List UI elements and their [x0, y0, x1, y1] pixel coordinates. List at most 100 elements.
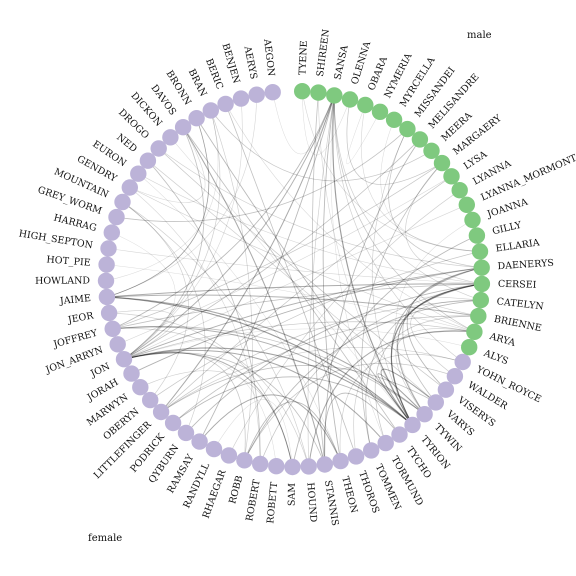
edge-stannis-melisandre — [324, 139, 421, 465]
edge-tyrion-sansa — [332, 95, 414, 426]
label-cersei: CERSEI — [498, 279, 537, 291]
edge-qyburn-mountain — [122, 201, 206, 434]
edge-arya-gendry — [129, 187, 475, 333]
label-stannis: STANNIS — [322, 479, 340, 526]
legend-male-label: male — [467, 30, 492, 41]
label-robert: ROBERT — [244, 478, 263, 522]
edge-rhaegar-lyanna — [228, 189, 460, 456]
edge-yohn-royce-littlefinger — [160, 347, 463, 413]
node-bronn — [188, 110, 205, 127]
label-brienne: BRIENNE — [493, 314, 543, 334]
node-daenerys — [473, 259, 490, 276]
node-rhaegar — [220, 447, 238, 464]
label-jon: JON — [88, 361, 112, 380]
edge-joffrey-cersei — [112, 283, 482, 330]
edge-robett-jon — [123, 352, 277, 467]
edge-tyrion-shireen — [318, 92, 413, 426]
edge-podrick-brienne — [172, 315, 479, 424]
edge-hound-sansa — [307, 95, 335, 467]
node-margaery — [433, 154, 451, 172]
label-aegon: AEGON — [261, 37, 276, 76]
edge-tommen-cersei — [365, 283, 482, 451]
label-high-septon: HIGH_SEPTON — [18, 228, 94, 251]
node-walder — [446, 368, 464, 385]
edge-tywin-jaime — [106, 296, 425, 415]
edge-catelyn-sansa — [333, 95, 481, 301]
edge-thoros-beric — [225, 103, 357, 457]
node-missandei — [399, 120, 416, 138]
edge-varys-ned — [147, 160, 437, 403]
node-brienne — [470, 307, 487, 325]
edge-sam-jeor — [109, 312, 293, 468]
node-stannis — [316, 456, 333, 473]
edge-tyrion-bronn — [196, 117, 413, 426]
edge-robb-catelyn — [244, 299, 481, 461]
edge-tywin-arya — [395, 328, 475, 415]
node-tormund — [377, 434, 394, 452]
node-aerys — [248, 86, 265, 103]
edge-jaime-bronn — [106, 118, 210, 298]
node-marwyn — [132, 379, 149, 396]
edge-harrag-jon — [111, 232, 176, 360]
node-harrag — [103, 224, 121, 241]
edge-stannis-jon — [123, 352, 326, 465]
edge-viserys-daenerys — [406, 267, 482, 391]
label-robett: ROBETT — [265, 481, 280, 524]
node-joanna — [464, 211, 481, 229]
edge-tywin-cersei — [397, 283, 482, 415]
label-joanna: JOANNA — [485, 197, 529, 221]
label-tyene: TYENE — [297, 40, 310, 75]
edge-jorah-daenerys — [131, 267, 482, 375]
edge-layer — [105, 91, 482, 468]
edge-tormund-jon — [123, 349, 387, 444]
edge-jon-bran — [123, 110, 221, 360]
node-oberyn — [142, 391, 159, 409]
edge-tyrion-tywin — [377, 373, 425, 426]
node-obara — [357, 96, 374, 114]
edge-euron-cersei — [138, 173, 482, 285]
label-sansa: SANSA — [332, 44, 350, 81]
edge-qyburn-cersei — [185, 283, 482, 434]
node-jeor — [100, 304, 118, 322]
node-shireen — [310, 84, 327, 101]
edge-ellaria-tyene — [301, 91, 481, 252]
node-catelyn — [472, 291, 489, 309]
label-beric: BERIC — [203, 57, 225, 91]
edge-tycho-stannis — [323, 392, 400, 465]
edge-walder-robb — [244, 363, 456, 461]
node-littlefinger — [152, 403, 170, 421]
label-sam: SAM — [287, 483, 298, 506]
edge-tormund-sansa — [330, 95, 386, 444]
node-gendry — [121, 179, 138, 196]
edge-yohn-royce-sansa — [333, 95, 463, 363]
edge-cersei-margaery — [405, 162, 482, 285]
edge-bronn-jaime — [106, 118, 210, 298]
edge-hound-arya — [308, 330, 475, 467]
node-robert — [252, 455, 269, 473]
edge-joanna-tywin — [395, 219, 473, 415]
node-howland — [97, 272, 115, 289]
node-qyburn — [177, 424, 195, 442]
edge-tormund-brienne — [374, 315, 479, 444]
label-aerys: AERYS — [241, 44, 259, 80]
edge-alys-jon — [123, 328, 470, 360]
edge-robert-ned — [147, 160, 261, 464]
label-alys: ALYS — [481, 348, 510, 368]
edge-tommen-margaery — [361, 162, 443, 451]
node-mountain — [114, 193, 131, 211]
node-theon — [332, 452, 349, 470]
label-jaime: JAIME — [58, 293, 91, 307]
edge-arya-hot-pie — [106, 264, 475, 333]
node-sansa — [326, 87, 343, 104]
node-randyll — [205, 440, 223, 458]
node-nymeria — [371, 103, 389, 121]
label-hound: HOUND — [304, 482, 318, 523]
label-ned: NED — [114, 132, 139, 155]
edge-stannis-shireen — [311, 92, 326, 465]
label-hot-pie: HOT_PIE — [46, 254, 91, 268]
node-varys — [427, 394, 444, 411]
edge-sam-gilly — [292, 235, 478, 468]
legend-female-label: female — [88, 533, 122, 544]
edge-littlefinger-catelyn — [160, 299, 481, 413]
